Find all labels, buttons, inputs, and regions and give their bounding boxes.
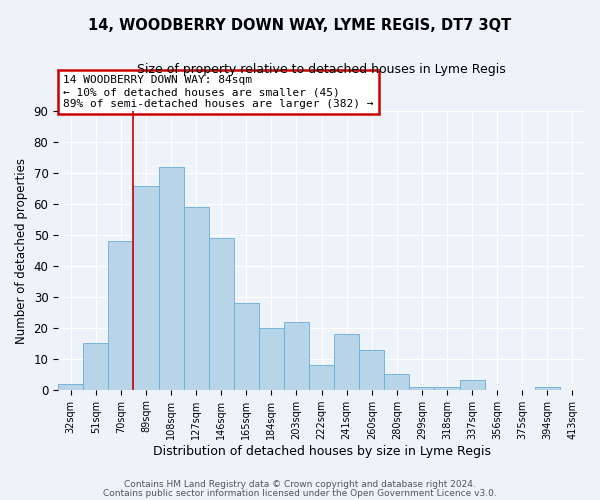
Bar [83,344,109,390]
Text: 14, WOODBERRY DOWN WAY, LYME REGIS, DT7 3QT: 14, WOODBERRY DOWN WAY, LYME REGIS, DT7 … [88,18,512,32]
Bar [409,386,434,390]
Bar [158,167,184,390]
Bar [309,365,334,390]
Bar [334,334,359,390]
Y-axis label: Number of detached properties: Number of detached properties [15,158,28,344]
Bar [234,303,259,390]
Bar [209,238,234,390]
Title: Size of property relative to detached houses in Lyme Regis: Size of property relative to detached ho… [137,62,506,76]
X-axis label: Distribution of detached houses by size in Lyme Regis: Distribution of detached houses by size … [152,444,491,458]
Bar [184,208,209,390]
Bar [284,322,309,390]
Bar [535,386,560,390]
Bar [434,386,460,390]
Bar [58,384,83,390]
Text: 14 WOODBERRY DOWN WAY: 84sqm
← 10% of detached houses are smaller (45)
89% of se: 14 WOODBERRY DOWN WAY: 84sqm ← 10% of de… [64,76,374,108]
Text: Contains HM Land Registry data © Crown copyright and database right 2024.: Contains HM Land Registry data © Crown c… [124,480,476,489]
Bar [259,328,284,390]
Bar [133,186,158,390]
Text: Contains public sector information licensed under the Open Government Licence v3: Contains public sector information licen… [103,488,497,498]
Bar [109,242,133,390]
Bar [460,380,485,390]
Bar [384,374,409,390]
Bar [359,350,384,390]
